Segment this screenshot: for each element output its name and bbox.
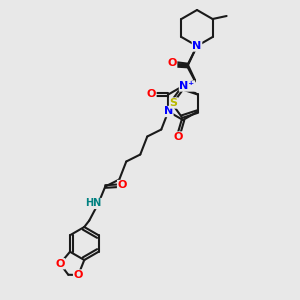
Text: S: S bbox=[169, 98, 178, 108]
Text: N: N bbox=[192, 41, 202, 51]
Text: O: O bbox=[166, 60, 176, 70]
Text: N: N bbox=[164, 106, 173, 116]
Text: O: O bbox=[118, 181, 127, 190]
Text: O: O bbox=[55, 259, 65, 269]
Text: N⁺: N⁺ bbox=[179, 81, 195, 91]
Text: HN: HN bbox=[85, 199, 101, 208]
Text: O: O bbox=[74, 270, 83, 280]
Text: O: O bbox=[173, 132, 183, 142]
Text: O: O bbox=[167, 58, 177, 68]
Text: O: O bbox=[147, 89, 156, 100]
